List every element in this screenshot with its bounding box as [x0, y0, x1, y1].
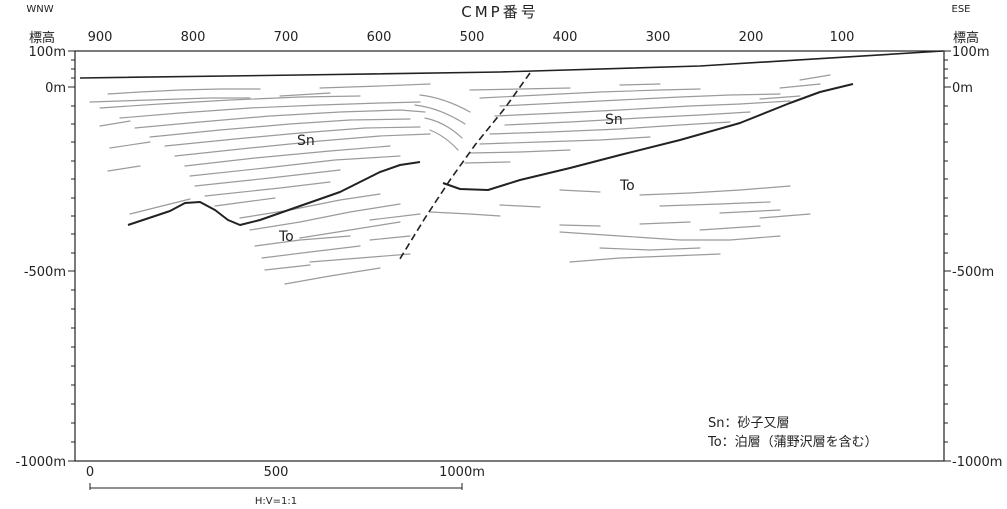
scale-ratio: H:V=1:1: [255, 496, 297, 507]
legend-to: To：泊層（蒲野沢層を含む）: [707, 434, 878, 450]
left-direction-label: WNW: [26, 4, 53, 15]
unit-label-sn-right: Sn: [605, 112, 623, 128]
left-elev-100m: 100m: [29, 45, 66, 60]
unit-label-to-right: To: [619, 178, 635, 194]
right-elev-minus1000m: -1000m: [952, 455, 1002, 470]
scale-bar: 0 500 1000m H:V=1:1: [86, 465, 485, 507]
cmp-tick-100: 100: [830, 30, 855, 45]
right-elev-minus500m: -500m: [952, 265, 994, 280]
right-elev-0m: 0m: [952, 81, 973, 96]
cmp-tick-600: 600: [367, 30, 392, 45]
cmp-tick-900: 900: [88, 30, 113, 45]
right-axis-label: 標高: [953, 30, 979, 46]
cmp-tick-700: 700: [274, 30, 299, 45]
left-elev-minus500m: -500m: [24, 265, 66, 280]
cmp-tick-400: 400: [553, 30, 578, 45]
left-axis-label: 標高: [29, 30, 55, 46]
unit-label-sn-left: Sn: [297, 133, 315, 149]
ground-surface: [79, 50, 944, 79]
fault-line: [397, 72, 531, 263]
cmp-tick-200: 200: [739, 30, 764, 45]
cmp-tick-800: 800: [181, 30, 206, 45]
cmp-tick-500: 500: [460, 30, 485, 45]
section-frame: [74, 50, 945, 462]
sn-to-boundary-left: [127, 161, 421, 226]
reflectors: [89, 74, 831, 285]
legend-sn: Sn：砂子又層: [708, 416, 790, 431]
left-elev-minus1000m: -1000m: [16, 455, 66, 470]
scale-tick-0: 0: [86, 465, 94, 480]
right-direction-label: ESE: [952, 4, 971, 15]
right-elev-100m: 100m: [952, 45, 989, 60]
scale-tick-500: 500: [264, 465, 289, 480]
sn-to-boundary-right: [442, 83, 854, 191]
cmp-tick-300: 300: [646, 30, 671, 45]
scale-tick-1000m: 1000m: [439, 465, 485, 480]
left-elev-0m: 0m: [45, 81, 66, 96]
axis-ticks: [68, 50, 951, 462]
unit-label-to-left: To: [278, 229, 294, 245]
cmp-title: CMP番号: [461, 3, 538, 21]
cmp-tick-labels: 900 800 700 600 500 400 300 200 100: [88, 30, 855, 45]
